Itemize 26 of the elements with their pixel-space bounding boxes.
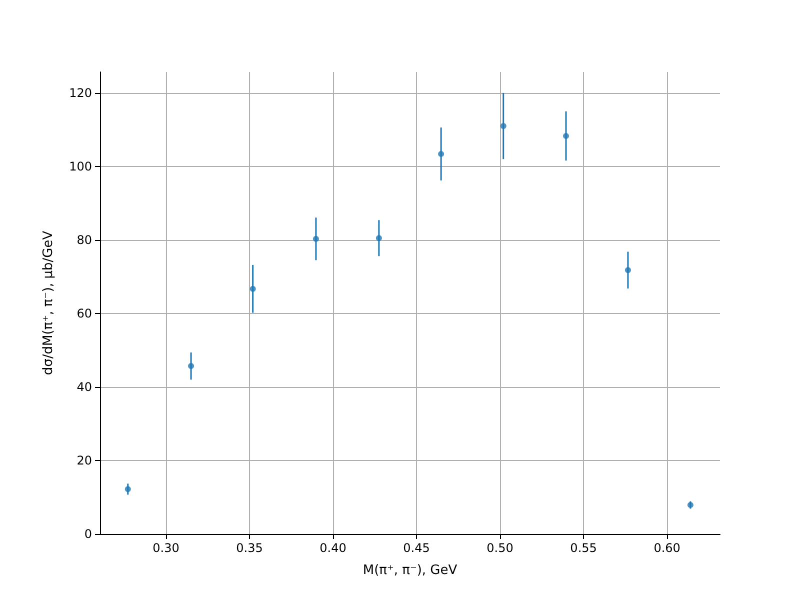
point	[250, 286, 256, 292]
y-axis-title: dσ/dM(π⁺, π⁻), μb/GeV	[41, 230, 56, 376]
y-tick-label: 80	[76, 232, 92, 247]
y-tick-label: 60	[76, 306, 92, 320]
x-tick-label: 0.35	[236, 541, 263, 555]
x-tick-label: 0.50	[486, 541, 514, 555]
point	[312, 236, 319, 242]
x-tick-label: 0.40	[320, 541, 346, 555]
x-tick-label: 0.30	[152, 541, 180, 555]
x-tick-label: 0.55	[570, 541, 597, 555]
point	[500, 123, 506, 130]
y-tick-label: 40	[76, 380, 92, 394]
point	[124, 486, 131, 492]
x-tick-label: 0.45	[403, 541, 430, 555]
point	[376, 235, 382, 242]
point	[188, 363, 194, 370]
x-tick-label: 0.60	[654, 541, 680, 555]
point	[624, 267, 631, 274]
y-tick-label: 100	[69, 159, 92, 174]
y-tick-label: 120	[69, 86, 92, 100]
point	[563, 132, 569, 139]
point	[438, 150, 444, 157]
y-tick-label: 0	[84, 527, 92, 541]
y-tick-label: 20	[76, 453, 92, 468]
x-axis-title: M(π⁺, π⁻), GeV	[362, 563, 458, 578]
point	[687, 502, 694, 508]
